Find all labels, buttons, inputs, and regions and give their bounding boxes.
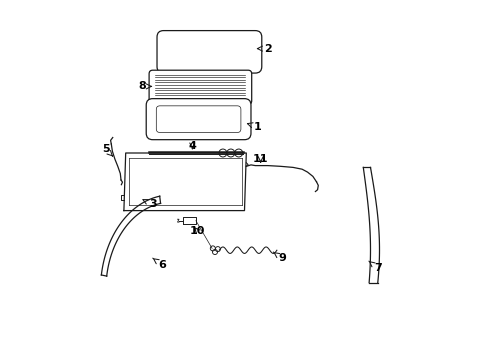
FancyBboxPatch shape [157, 31, 261, 73]
Text: 7: 7 [368, 261, 381, 273]
FancyBboxPatch shape [156, 106, 241, 132]
Text: 2: 2 [257, 44, 271, 54]
Text: 3: 3 [142, 199, 156, 210]
Text: 6: 6 [152, 258, 165, 270]
Text: 10: 10 [190, 226, 205, 236]
Text: 4: 4 [188, 141, 196, 151]
FancyBboxPatch shape [146, 99, 250, 140]
Text: 9: 9 [273, 252, 285, 264]
Text: 8: 8 [138, 81, 151, 91]
Text: 11: 11 [252, 154, 268, 164]
FancyBboxPatch shape [149, 70, 251, 104]
Text: 1: 1 [247, 122, 261, 132]
Text: 5: 5 [102, 144, 112, 156]
